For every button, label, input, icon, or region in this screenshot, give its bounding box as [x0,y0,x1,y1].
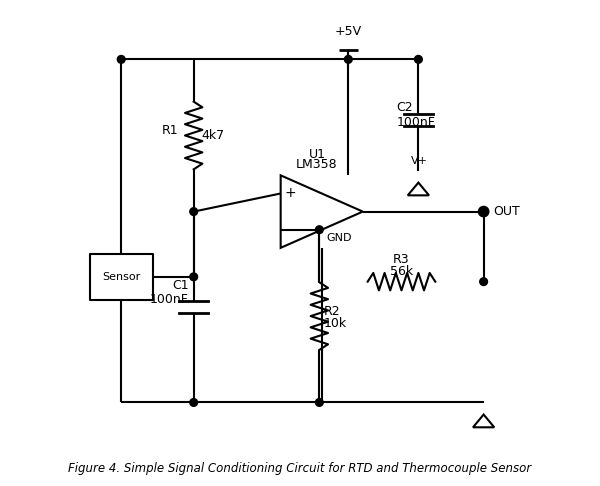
Circle shape [190,208,197,215]
Text: −: − [284,223,296,237]
Circle shape [480,208,487,215]
Circle shape [344,55,352,63]
Circle shape [480,278,487,285]
Circle shape [190,399,197,406]
Text: C1: C1 [172,279,189,292]
Circle shape [415,55,422,63]
Text: R2: R2 [324,305,341,318]
Circle shape [190,273,197,281]
Text: OUT: OUT [493,205,520,218]
Circle shape [316,226,323,234]
Text: U1: U1 [308,148,325,161]
Text: 4k7: 4k7 [201,129,224,142]
Text: 10k: 10k [324,317,347,330]
Text: 100nF: 100nF [397,116,436,129]
Text: 100nF: 100nF [150,293,189,306]
Text: V+: V+ [411,156,428,166]
Text: C2: C2 [397,101,413,114]
Text: GND: GND [326,233,352,243]
Circle shape [118,55,125,63]
Text: LM358: LM358 [296,157,338,171]
Text: Sensor: Sensor [102,272,140,282]
Text: +: + [284,187,296,200]
Text: Figure 4. Simple Signal Conditioning Circuit for RTD and Thermocouple Sensor: Figure 4. Simple Signal Conditioning Cir… [68,462,532,475]
Circle shape [316,399,323,406]
Bar [90,254,152,300]
Text: 56k: 56k [390,264,413,278]
Text: +5V: +5V [335,25,362,37]
Text: R1: R1 [161,124,178,137]
Text: R3: R3 [393,253,410,266]
